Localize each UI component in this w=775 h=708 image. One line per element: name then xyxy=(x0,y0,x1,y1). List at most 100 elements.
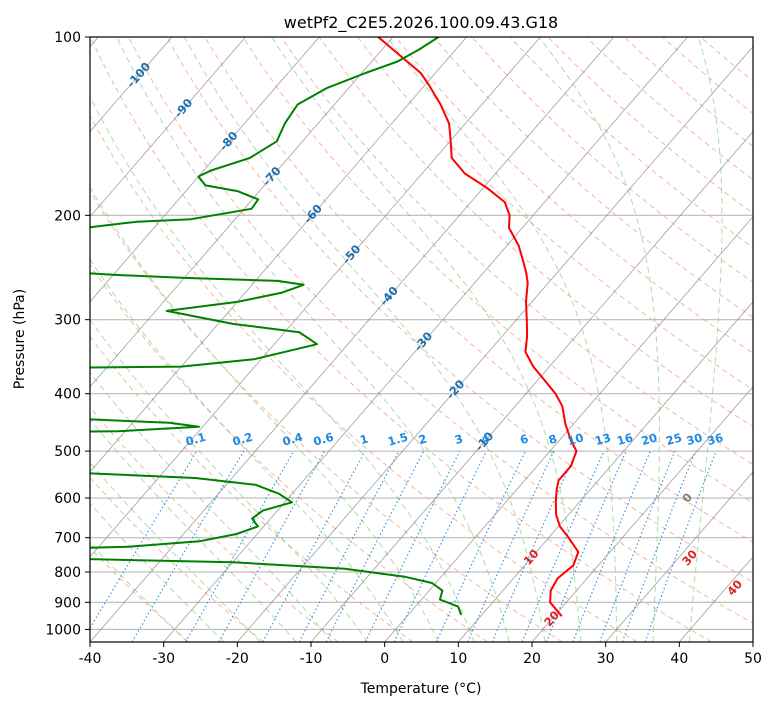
y-tick-label: 900 xyxy=(54,595,81,611)
x-axis-label: Temperature (°C) xyxy=(360,681,482,697)
dry-adiabat-line xyxy=(90,190,563,642)
mixing-ratio-label: 10 xyxy=(566,430,585,448)
moist-adiabat-line xyxy=(90,186,439,642)
moist-adiabat-line xyxy=(271,37,582,642)
mixing-ratio-label: 0.1 xyxy=(184,430,207,449)
mixing-ratio-line xyxy=(599,450,676,642)
dry-adiabat-line xyxy=(90,476,264,642)
y-axis-ticks: 100 200 300 400 500 600 700 800 900 1000 xyxy=(45,30,90,638)
dry-adiabat-line xyxy=(357,37,753,391)
mixing-ratio-line xyxy=(185,450,295,642)
temperature-profile xyxy=(377,37,580,617)
moist-adiabat-line xyxy=(90,461,261,642)
y-tick-label: 400 xyxy=(54,387,81,403)
dry-adiabat-line xyxy=(90,37,712,642)
mixing-ratio-line xyxy=(364,450,461,642)
dry-adiabat-line xyxy=(242,37,753,504)
mixing-ratio-label: 8 xyxy=(547,431,559,447)
moist-adiabat-line xyxy=(90,95,475,642)
mixing-ratio-line xyxy=(545,450,627,642)
isotherm-line xyxy=(531,386,753,642)
isotherm-line xyxy=(90,37,615,642)
isotherm-line xyxy=(90,37,394,388)
mixing-ratio-label: 16 xyxy=(615,430,634,448)
mixing-ratio-label: 30 xyxy=(685,430,704,448)
isotherm-line xyxy=(90,37,246,218)
y-tick-label: 500 xyxy=(54,444,81,460)
y-tick-label: 100 xyxy=(54,30,81,46)
moist-adiabat-line xyxy=(688,37,723,642)
isotherm-line xyxy=(90,37,541,558)
x-tick-label: 40 xyxy=(670,651,688,667)
mixing-ratio-label: 4 xyxy=(480,431,492,447)
y-tick-label: 300 xyxy=(54,313,81,329)
y-tick-label: 1000 xyxy=(45,622,81,638)
moist-adiabat-line xyxy=(90,418,297,642)
mixing-ratio-label: 6 xyxy=(518,431,530,447)
x-tick-label: 20 xyxy=(523,651,541,667)
plot-area xyxy=(90,37,753,642)
moist-adiabat-line xyxy=(184,37,546,642)
y-axis-label: Pressure (hPa) xyxy=(12,289,28,389)
mixing-ratio-line xyxy=(466,450,555,642)
x-axis-ticks: -40 -30 -20 -10 0 10 20 30 40 50 xyxy=(79,642,762,667)
mixing-ratio-label: 0.2 xyxy=(231,430,254,449)
dry-adiabat-line xyxy=(471,37,753,283)
dry-adiabat-line xyxy=(433,37,753,319)
sounding-profiles xyxy=(90,37,580,617)
x-tick-label: 10 xyxy=(449,651,467,667)
dry-adiabat-line xyxy=(128,37,753,624)
y-tick-label: 700 xyxy=(54,531,81,547)
mixing-ratio-label: 0.6 xyxy=(312,430,335,449)
moist-adiabat-line xyxy=(90,319,369,642)
y-tick-label: 600 xyxy=(54,491,81,507)
mixing-ratio-label: 0.4 xyxy=(281,430,304,449)
mixing-ratio-line xyxy=(644,450,717,642)
mixing-ratio-label: 1 xyxy=(358,431,370,447)
mixing-ratio-line xyxy=(90,450,198,630)
mixing-ratio-label: 3 xyxy=(453,431,465,447)
dewpoint-profile xyxy=(90,37,463,616)
isotherm-line xyxy=(90,37,467,473)
dry-adiabat-line xyxy=(280,37,753,465)
mixing-ratio-line xyxy=(621,450,697,642)
y-tick-label: 200 xyxy=(54,208,81,224)
isotherm-line xyxy=(605,471,753,642)
mixing-ratio-label: 25 xyxy=(664,430,683,448)
mixing-ratio-label: 13 xyxy=(593,430,612,448)
isotherm-line xyxy=(310,130,753,642)
isotherm-line xyxy=(163,37,688,642)
mixing-ratio-label: 36 xyxy=(705,430,724,448)
mixing-ratio-line xyxy=(572,450,651,642)
mixing-ratio-line xyxy=(262,450,366,642)
isobar-grid xyxy=(90,37,753,630)
x-tick-label: -20 xyxy=(226,651,249,667)
isotherms xyxy=(90,37,753,642)
x-tick-label: 30 xyxy=(597,651,615,667)
mixing-ratio-label: 20 xyxy=(640,430,659,448)
moist-adiabat-line xyxy=(90,371,333,642)
mixing-ratio-label: 1.5 xyxy=(386,430,409,449)
x-tick-label: -30 xyxy=(152,651,175,667)
mixing-ratio-line xyxy=(521,450,605,642)
mixing-ratio-label: 2 xyxy=(417,431,429,447)
moist-adiabats xyxy=(90,37,723,642)
plot-frame xyxy=(89,36,754,643)
dry-adiabat-line xyxy=(90,406,339,642)
x-tick-label: 0 xyxy=(380,651,389,667)
x-tick-label: -10 xyxy=(300,651,323,667)
dry-adiabat-line xyxy=(90,114,638,642)
isotherm-line xyxy=(384,216,753,642)
isotherm-line xyxy=(90,37,320,303)
isotherm-line xyxy=(457,301,753,642)
x-tick-label: 50 xyxy=(744,651,762,667)
moist-adiabat-line xyxy=(90,541,188,642)
x-tick-label: -40 xyxy=(79,651,102,667)
isotherm-line xyxy=(236,45,753,642)
dry-adiabat-line xyxy=(90,264,488,642)
chart-title: wetPf2_C2E5.2026.100.09.43.G18 xyxy=(284,13,558,33)
moist-adiabat-line xyxy=(538,37,660,642)
y-tick-label: 800 xyxy=(54,565,81,581)
